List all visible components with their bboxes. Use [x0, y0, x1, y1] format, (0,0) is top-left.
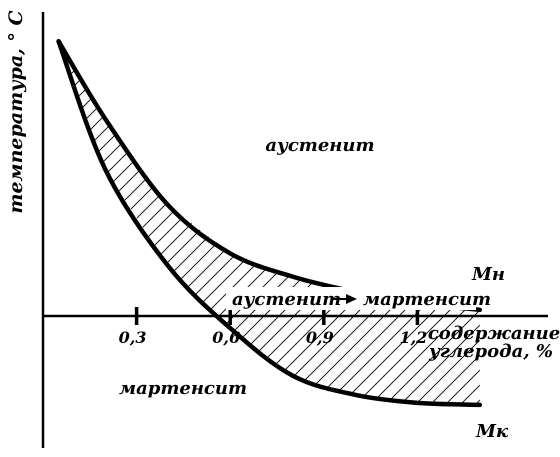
hatch-line — [284, 41, 480, 405]
curve-mn-line — [56, 39, 483, 313]
curves — [56, 39, 483, 408]
hatch-line — [464, 41, 480, 405]
hatch-line — [299, 41, 480, 405]
hatch-line — [269, 41, 480, 405]
x-tick-label: 1,2 — [399, 328, 427, 347]
hatch-line — [359, 41, 480, 405]
curve-mk-line — [56, 39, 483, 408]
hatch-line — [555, 0, 560, 457]
hatch-line — [495, 0, 560, 457]
x-tick-label: 0,3 — [119, 328, 147, 347]
hatch-line — [209, 41, 480, 405]
region-label-martensite: мартенсит — [119, 378, 247, 399]
curve-label-mk: Мк — [475, 421, 509, 442]
hatch-line — [239, 41, 480, 405]
hatch-line — [254, 41, 480, 405]
axes — [41, 12, 548, 448]
transformation-arrow-icon — [346, 294, 357, 304]
hatch-line — [419, 41, 480, 405]
hatch-line — [525, 0, 560, 457]
region-label-austenite: аустенит — [265, 135, 374, 156]
x-tick-label: 0,9 — [306, 328, 334, 347]
transformation-label-martensite: мартенсит — [363, 289, 491, 310]
x-axis-label-line2: углерода, % — [428, 341, 553, 362]
hatch-line — [389, 41, 480, 405]
hatch-line — [449, 41, 480, 405]
hatch-line — [374, 41, 480, 405]
hatch-line — [314, 41, 480, 405]
x-axis-label-line1: содержание — [428, 323, 560, 344]
curve-label-mn: Мн — [471, 264, 505, 285]
hatch-line — [58, 41, 480, 405]
x-ticks: 0,3 0,6 0,9 1,2 — [119, 307, 427, 347]
y-axis-label: температура, ° С — [5, 10, 27, 213]
hatch-line — [329, 41, 480, 405]
hatch-line — [540, 0, 560, 457]
transformation-label: аустенит мартенсит — [226, 287, 491, 310]
hatch-line — [434, 41, 480, 405]
x-tick-label: 0,6 — [212, 328, 240, 347]
hatch-line — [224, 41, 480, 405]
hatch-line — [194, 41, 480, 405]
hatch-line — [58, 41, 480, 405]
transformation-label-austenite: аустенит — [232, 289, 341, 310]
hatch-line — [479, 41, 480, 405]
hatch-line — [344, 41, 480, 405]
hatch-line — [510, 0, 560, 457]
hatch-line — [404, 41, 480, 405]
